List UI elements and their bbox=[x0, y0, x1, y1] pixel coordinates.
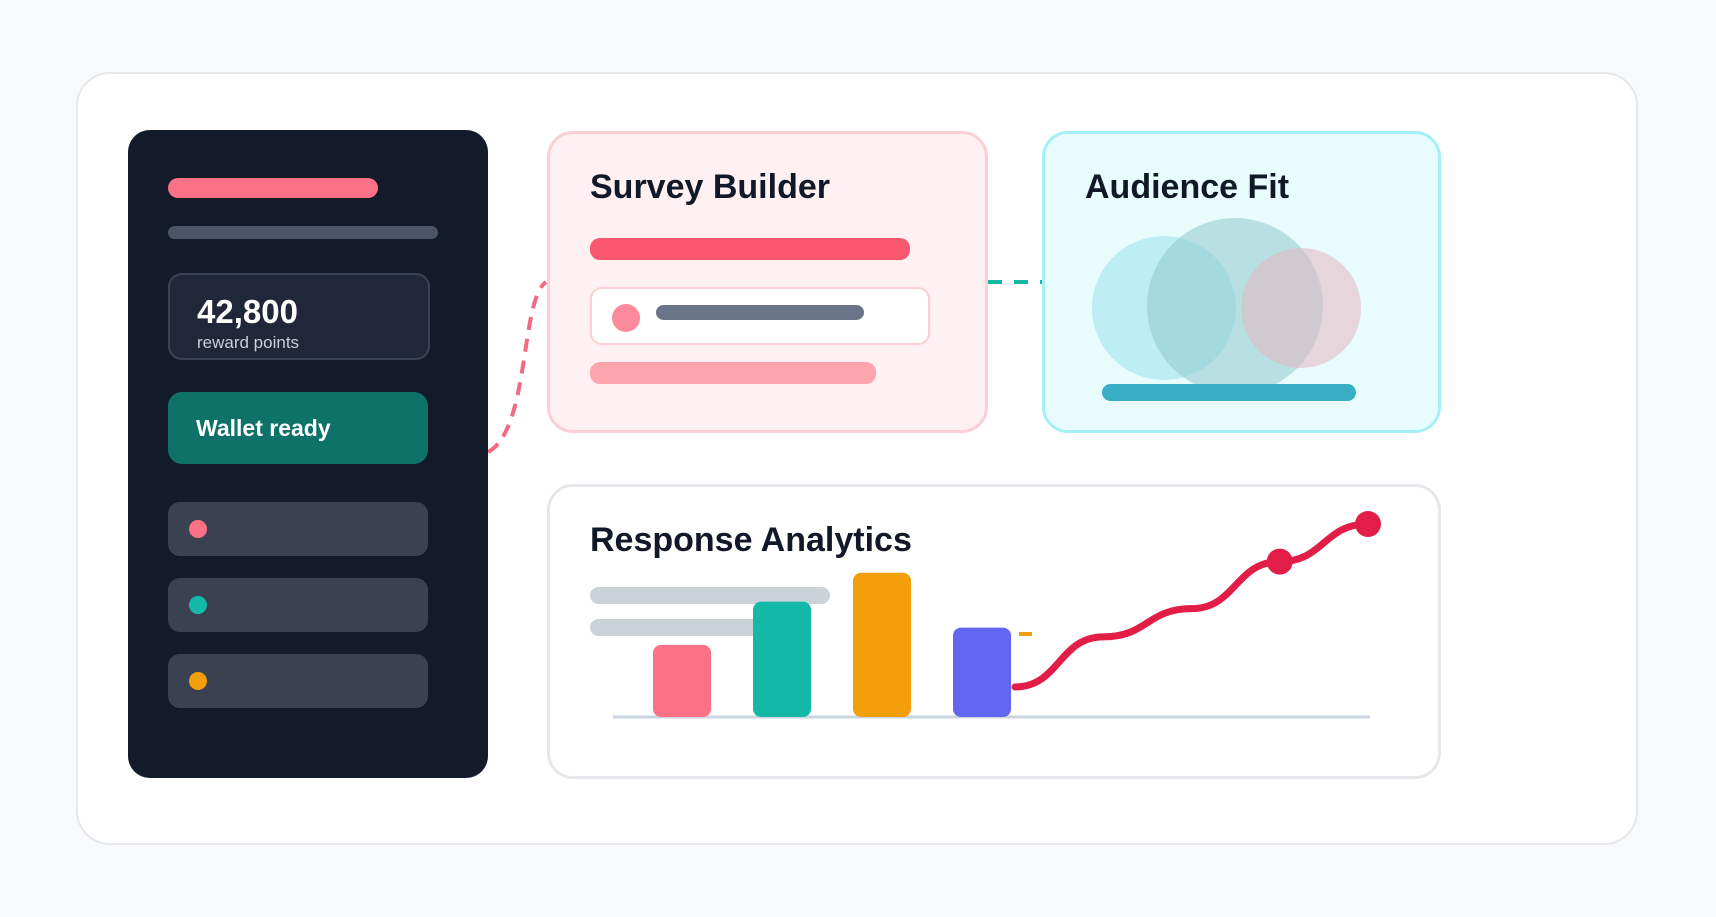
survey-option-bar bbox=[590, 362, 876, 384]
trend-line bbox=[1011, 520, 1372, 691]
audience-score-bar bbox=[1102, 384, 1356, 401]
response-analytics-title: Response Analytics bbox=[590, 521, 912, 559]
legend-bar-2 bbox=[590, 619, 772, 636]
audience-venn-diagram bbox=[1092, 218, 1361, 401]
question-text-bar bbox=[656, 305, 864, 320]
legend-bar-1 bbox=[590, 587, 830, 604]
status-dot-icon bbox=[189, 520, 207, 538]
response-chart bbox=[590, 511, 1381, 719]
status-dot-icon bbox=[189, 672, 207, 690]
audience-fit-card[interactable]: Audience Fit bbox=[1042, 131, 1441, 433]
chart-bar bbox=[653, 644, 711, 717]
venn-circle-right bbox=[1241, 248, 1361, 368]
sidebar-panel: 42,800 reward points Wallet ready bbox=[128, 130, 488, 778]
sidebar-item[interactable] bbox=[168, 654, 428, 708]
connector-sidebar-survey bbox=[486, 280, 548, 454]
wallet-ready-button[interactable]: Wallet ready bbox=[168, 392, 428, 464]
response-analytics-card[interactable]: Response Analytics bbox=[547, 484, 1441, 779]
chart-bar bbox=[853, 572, 911, 717]
sidebar-subheader-bar bbox=[168, 226, 438, 239]
reward-points-card: 42,800 reward points bbox=[168, 273, 430, 360]
reward-points-value: 42,800 bbox=[197, 293, 298, 330]
chart-bar bbox=[953, 627, 1011, 717]
chart-bar bbox=[753, 601, 811, 717]
trend-point bbox=[1355, 511, 1381, 537]
audience-fit-title: Audience Fit bbox=[1085, 168, 1290, 206]
status-dot-icon bbox=[189, 596, 207, 614]
trend-point bbox=[1266, 548, 1293, 575]
radio-dot-icon bbox=[612, 304, 640, 332]
reward-points-label: reward points bbox=[197, 333, 300, 352]
survey-title-bar bbox=[590, 238, 910, 260]
sidebar-header-bar bbox=[168, 178, 378, 198]
survey-builder-title: Survey Builder bbox=[590, 168, 830, 206]
sidebar-item[interactable] bbox=[168, 578, 428, 632]
sidebar-item[interactable] bbox=[168, 502, 428, 556]
survey-question-field[interactable] bbox=[590, 287, 930, 345]
survey-builder-card[interactable]: Survey Builder bbox=[547, 131, 988, 433]
